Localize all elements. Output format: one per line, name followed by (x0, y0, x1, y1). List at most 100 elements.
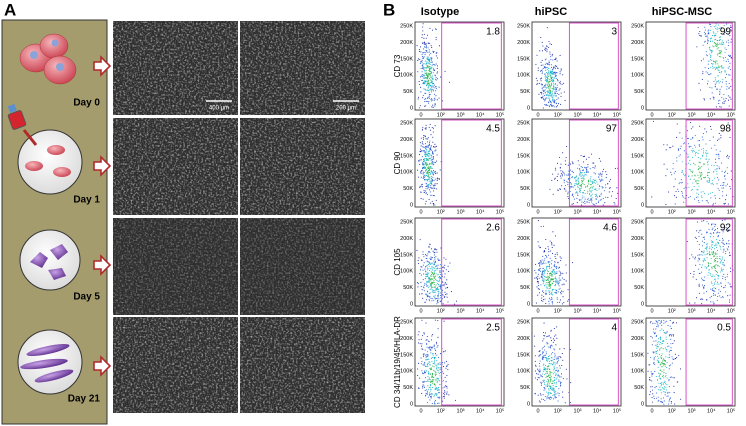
event-dot (542, 356, 543, 357)
event-dot (424, 364, 425, 365)
x-tick-label: 10⁵ (496, 407, 504, 414)
event-dot (653, 352, 654, 353)
event-dot (543, 371, 544, 372)
event-dot (550, 337, 551, 338)
event-dot (544, 95, 545, 96)
event-dot (595, 166, 596, 167)
event-dot (711, 233, 712, 234)
event-dot (665, 373, 666, 374)
event-dot (436, 347, 437, 348)
event-dot (701, 172, 702, 173)
event-dot (677, 189, 678, 190)
event-dot (435, 249, 436, 250)
event-dot (430, 57, 431, 58)
event-dot (443, 271, 444, 272)
event-dot (431, 171, 432, 172)
event-dot (554, 78, 555, 79)
event-dot (433, 280, 434, 281)
event-dot (541, 399, 542, 400)
event-dot (700, 176, 701, 177)
event-dot (692, 172, 693, 173)
event-dot (544, 350, 545, 351)
event-dot (669, 386, 670, 387)
event-dot (427, 164, 428, 165)
event-dot (428, 155, 429, 156)
event-dot (712, 50, 713, 51)
event-dot (703, 133, 704, 134)
event-dot (550, 56, 551, 57)
event-dot (700, 89, 701, 90)
event-dot (431, 377, 432, 378)
event-dot (650, 336, 651, 337)
event-dot (730, 295, 731, 296)
event-dot (420, 91, 421, 92)
event-dot (423, 82, 424, 83)
event-dot (552, 301, 553, 302)
event-dot (664, 391, 665, 392)
event-dot (584, 203, 585, 204)
event-dot (555, 258, 556, 259)
event-dot (702, 137, 703, 138)
event-dot (440, 286, 441, 287)
y-tick-label: 0 (527, 202, 530, 208)
event-dot (541, 382, 542, 383)
event-dot (705, 260, 706, 261)
event-dot (536, 277, 537, 278)
event-dot (430, 389, 431, 390)
event-dot (699, 254, 700, 255)
event-dot (544, 86, 545, 87)
event-dot (614, 202, 615, 203)
event-dot (549, 90, 550, 91)
event-dot (427, 379, 428, 380)
event-dot (551, 242, 552, 243)
event-dot (703, 261, 704, 262)
event-dot (537, 369, 538, 370)
event-dot (432, 142, 433, 143)
event-dot (430, 352, 431, 353)
event-dot (662, 366, 663, 367)
event-dot (547, 371, 548, 372)
event-dot (707, 164, 708, 165)
event-dot (580, 173, 581, 174)
event-dot (552, 364, 553, 365)
event-dot (546, 76, 547, 77)
y-tick-label: 150K (517, 352, 530, 358)
event-dot (421, 259, 422, 260)
event-dot (545, 92, 546, 93)
event-dot (702, 279, 703, 280)
y-tick-label: 250K (517, 319, 530, 325)
event-dot (426, 47, 427, 48)
x-tick-label: 10² (668, 308, 676, 314)
event-dot (718, 65, 719, 66)
event-dot (424, 175, 425, 176)
event-dot (547, 368, 548, 369)
event-dot (719, 72, 720, 73)
event-dot (694, 199, 695, 200)
event-dot (548, 41, 549, 42)
event-dot (551, 363, 552, 364)
event-dot (723, 264, 724, 265)
event-dot (696, 297, 697, 298)
event-dot (665, 383, 666, 384)
event-dot (572, 262, 573, 263)
event-dot (701, 251, 702, 252)
event-dot (553, 369, 554, 370)
event-dot (427, 285, 428, 286)
event-dot (722, 195, 723, 196)
event-dot (670, 343, 671, 344)
event-dot (547, 94, 548, 95)
event-dot (663, 391, 664, 392)
event-dot (665, 356, 666, 357)
event-dot (435, 320, 436, 321)
event-dot (542, 359, 543, 360)
event-dot (547, 385, 548, 386)
event-dot (683, 196, 684, 197)
event-dot (667, 144, 668, 145)
x-tick-label: 10² (554, 408, 562, 414)
event-dot (429, 266, 430, 267)
event-dot (579, 173, 580, 174)
event-dot (659, 373, 660, 374)
event-dot (555, 364, 556, 365)
event-dot (727, 184, 728, 185)
event-dot (433, 300, 434, 301)
